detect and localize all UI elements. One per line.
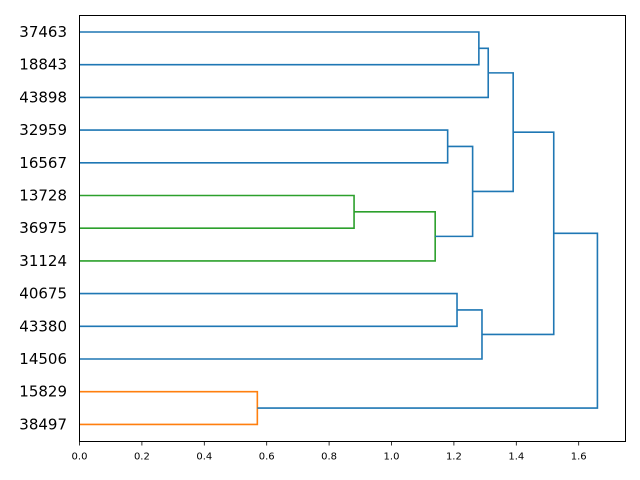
x-tick-label: 1.0 bbox=[384, 452, 400, 463]
dendrogram-link bbox=[79, 47, 490, 99]
dendrogram-link bbox=[435, 145, 474, 238]
leaf-label: 32959 bbox=[19, 121, 67, 139]
leaf-label: 37463 bbox=[19, 23, 67, 41]
x-tick-label: 1.6 bbox=[571, 452, 587, 463]
leaf-label: 16567 bbox=[19, 154, 67, 172]
x-tick-label: 0.8 bbox=[321, 452, 337, 463]
dendrogram-link bbox=[79, 292, 458, 328]
x-tick-label: 1.4 bbox=[508, 452, 524, 463]
dendrogram-link bbox=[79, 211, 436, 262]
dendrogram-link bbox=[481, 131, 555, 336]
leaf-label: 15829 bbox=[19, 383, 67, 401]
leaf-label: 18843 bbox=[19, 56, 67, 74]
dendrogram-link bbox=[472, 72, 514, 193]
leaf-label: 43380 bbox=[19, 317, 67, 335]
x-tick-label: 0.4 bbox=[196, 452, 212, 463]
dendrogram-link bbox=[257, 232, 599, 409]
plot-frame bbox=[79, 15, 626, 442]
leaf-label: 13728 bbox=[19, 187, 67, 205]
leaf-label: 40675 bbox=[19, 285, 67, 303]
leaf-label: 38497 bbox=[19, 415, 67, 433]
leaf-label: 36975 bbox=[19, 219, 67, 237]
leaf-label: 43898 bbox=[19, 88, 67, 106]
x-tick-label: 0.0 bbox=[72, 452, 88, 463]
dendrogram-links bbox=[79, 31, 599, 426]
dendrogram-link bbox=[79, 390, 259, 426]
leaf-labels: 37463 18843 43898 32959 16567 13728 36975 31124… bbox=[19, 23, 67, 433]
x-axis: 0.0 0.2 0.4 0.6 0.8 1.0 1.2 1.4 1.6 bbox=[72, 441, 587, 463]
x-tick-label: 0.2 bbox=[134, 452, 150, 463]
x-tick-label: 0.6 bbox=[259, 452, 275, 463]
dendrogram-link bbox=[79, 31, 480, 66]
leaf-label: 14506 bbox=[19, 350, 67, 368]
dendrogram-link bbox=[79, 309, 483, 360]
leaf-label: 31124 bbox=[19, 252, 67, 270]
dendrogram-link bbox=[79, 194, 355, 229]
dendrogram-link bbox=[79, 129, 449, 164]
x-tick-label: 1.2 bbox=[446, 452, 462, 463]
